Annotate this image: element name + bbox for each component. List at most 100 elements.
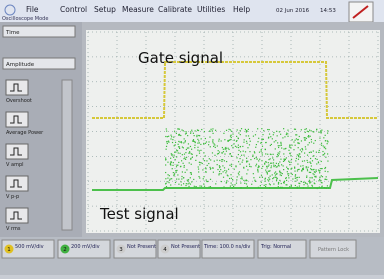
measure-button[interactable] — [6, 144, 28, 159]
noise-dot — [213, 143, 214, 144]
noise-dot — [241, 176, 242, 177]
noise-dot — [188, 153, 189, 154]
noise-dot — [297, 179, 298, 180]
noise-dot — [236, 141, 237, 142]
measure-button[interactable] — [6, 176, 28, 191]
noise-dot — [185, 140, 186, 141]
noise-dot — [298, 147, 299, 148]
noise-dot — [270, 145, 271, 146]
noise-dot — [208, 187, 209, 188]
measure-button[interactable] — [6, 80, 28, 95]
noise-dot — [320, 130, 321, 131]
noise-dot — [315, 158, 316, 159]
menu-item[interactable]: Setup — [94, 5, 116, 14]
noise-dot — [325, 157, 326, 158]
noise-dot — [289, 146, 290, 147]
noise-dot — [289, 145, 290, 146]
noise-dot — [212, 152, 213, 153]
menu-item[interactable]: Help — [233, 5, 250, 14]
noise-dot — [187, 147, 188, 148]
noise-dot — [307, 131, 308, 132]
noise-dot — [231, 156, 232, 157]
measure-button[interactable] — [6, 112, 28, 127]
noise-dot — [228, 129, 229, 130]
noise-dot — [315, 169, 316, 170]
noise-dot — [206, 141, 207, 142]
noise-dot — [275, 171, 276, 172]
noise-dot — [181, 141, 182, 142]
menu-item[interactable]: Utilities — [197, 5, 225, 14]
noise-dot — [309, 180, 310, 181]
noise-dot — [325, 171, 326, 172]
noise-dot — [195, 186, 196, 187]
noise-dot — [273, 177, 274, 178]
noise-dot — [287, 130, 288, 131]
noise-dot — [314, 183, 315, 184]
noise-dot — [255, 165, 256, 166]
noise-dot — [306, 138, 307, 139]
noise-dot — [295, 181, 296, 182]
noise-dot — [283, 169, 284, 170]
noise-dot — [203, 178, 204, 179]
noise-dot — [238, 173, 239, 174]
noise-dot — [210, 131, 211, 132]
noise-dot — [255, 181, 256, 182]
noise-dot — [224, 170, 225, 171]
noise-dot — [282, 173, 283, 174]
noise-dot — [167, 181, 168, 182]
noise-dot — [287, 133, 288, 134]
noise-dot — [295, 174, 296, 175]
noise-dot — [205, 168, 206, 169]
noise-dot — [316, 129, 317, 130]
noise-dot — [294, 167, 295, 168]
noise-dot — [240, 146, 241, 147]
noise-dot — [304, 160, 305, 161]
noise-dot — [276, 163, 277, 164]
noise-dot — [198, 135, 199, 136]
noise-dot — [297, 163, 298, 164]
noise-dot — [308, 167, 309, 168]
noise-dot — [172, 139, 173, 140]
noise-dot — [311, 165, 312, 166]
noise-dot — [287, 171, 288, 172]
noise-dot — [188, 147, 189, 148]
noise-dot — [219, 151, 220, 152]
noise-dot — [283, 159, 284, 160]
noise-dot — [309, 130, 310, 131]
noise-dot — [267, 154, 268, 155]
noise-dot — [306, 166, 307, 167]
noise-dot — [165, 136, 166, 137]
noise-dot — [190, 131, 191, 132]
noise-dot — [166, 128, 167, 129]
noise-dot — [274, 141, 275, 142]
noise-dot — [282, 137, 283, 138]
noise-dot — [219, 160, 220, 161]
noise-dot — [297, 177, 298, 178]
menu-item[interactable]: File — [26, 5, 39, 14]
noise-dot — [196, 155, 197, 156]
noise-dot — [186, 169, 187, 170]
noise-dot — [231, 137, 232, 138]
noise-dot — [194, 147, 195, 148]
noise-dot — [327, 153, 328, 154]
noise-dot — [167, 162, 168, 163]
menu-item[interactable]: Control — [60, 5, 87, 14]
menu-item[interactable]: Calibrate — [158, 5, 192, 14]
noise-dot — [270, 163, 271, 164]
noise-dot — [293, 149, 294, 150]
menu-item[interactable]: Measure — [122, 5, 154, 14]
noise-dot — [184, 154, 185, 155]
noise-dot — [210, 179, 211, 180]
noise-dot — [210, 159, 211, 160]
noise-dot — [175, 151, 176, 152]
noise-dot — [259, 159, 260, 160]
noise-dot — [234, 184, 235, 185]
measure-button[interactable] — [6, 208, 28, 223]
noise-dot — [303, 187, 304, 188]
noise-dot — [212, 133, 213, 134]
channel-number: 4 — [163, 247, 167, 253]
noise-dot — [322, 176, 323, 177]
noise-dot — [281, 145, 282, 146]
noise-dot — [311, 152, 312, 153]
noise-dot — [242, 146, 243, 147]
